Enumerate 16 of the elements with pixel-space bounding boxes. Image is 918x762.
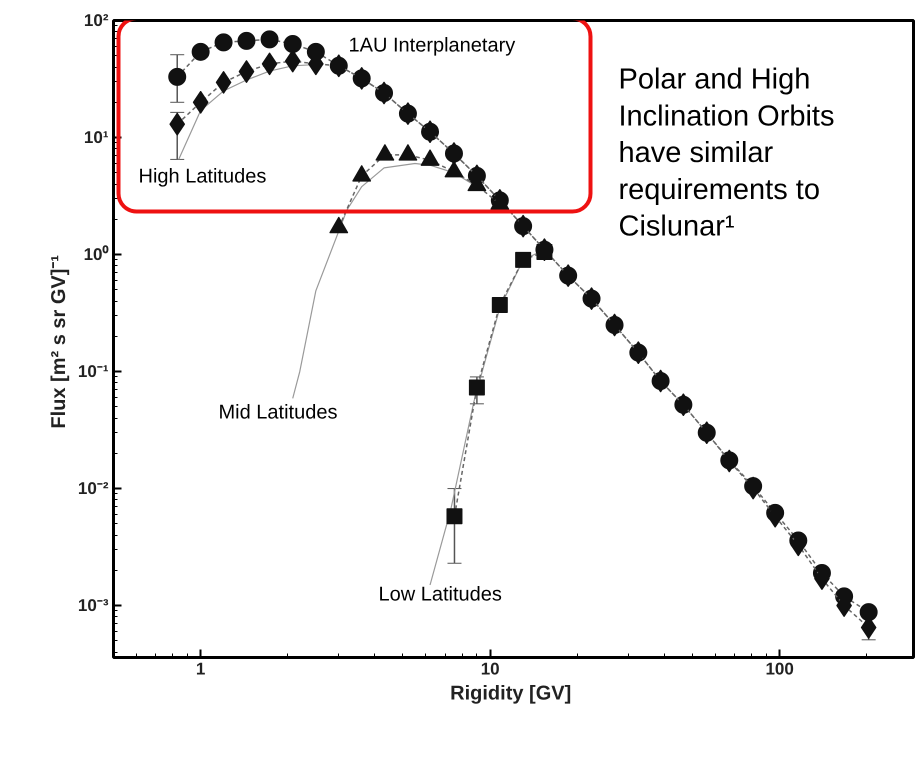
x-tick-label: 100 — [765, 660, 794, 678]
y-tick-label: 10¹ — [84, 128, 109, 148]
y-tick-label: 10⁻² — [78, 479, 109, 498]
x-tick-label: 10 — [480, 660, 500, 678]
y-tick-label: 10² — [84, 11, 109, 30]
y-axis-title: Flux [m² s sr GV]⁻¹ — [48, 254, 70, 429]
y-tick-label: 10⁰ — [84, 245, 109, 264]
y-tick-label: 10⁻³ — [78, 596, 109, 616]
annotation: Low Latitudes — [378, 584, 502, 606]
x-tick-label: 1 — [196, 660, 206, 678]
annotation: High Latitudes — [138, 166, 266, 188]
annotation: Polar and High Inclination Orbits have similar requirements to Cislunar¹ — [618, 64, 834, 243]
annotation: Mid Latitudes — [218, 402, 338, 424]
x-axis-title: Rigidity [GV] — [450, 682, 572, 704]
annotation: 1AU Interplanetary — [348, 34, 516, 56]
y-tick-label: 10⁻¹ — [78, 362, 109, 382]
